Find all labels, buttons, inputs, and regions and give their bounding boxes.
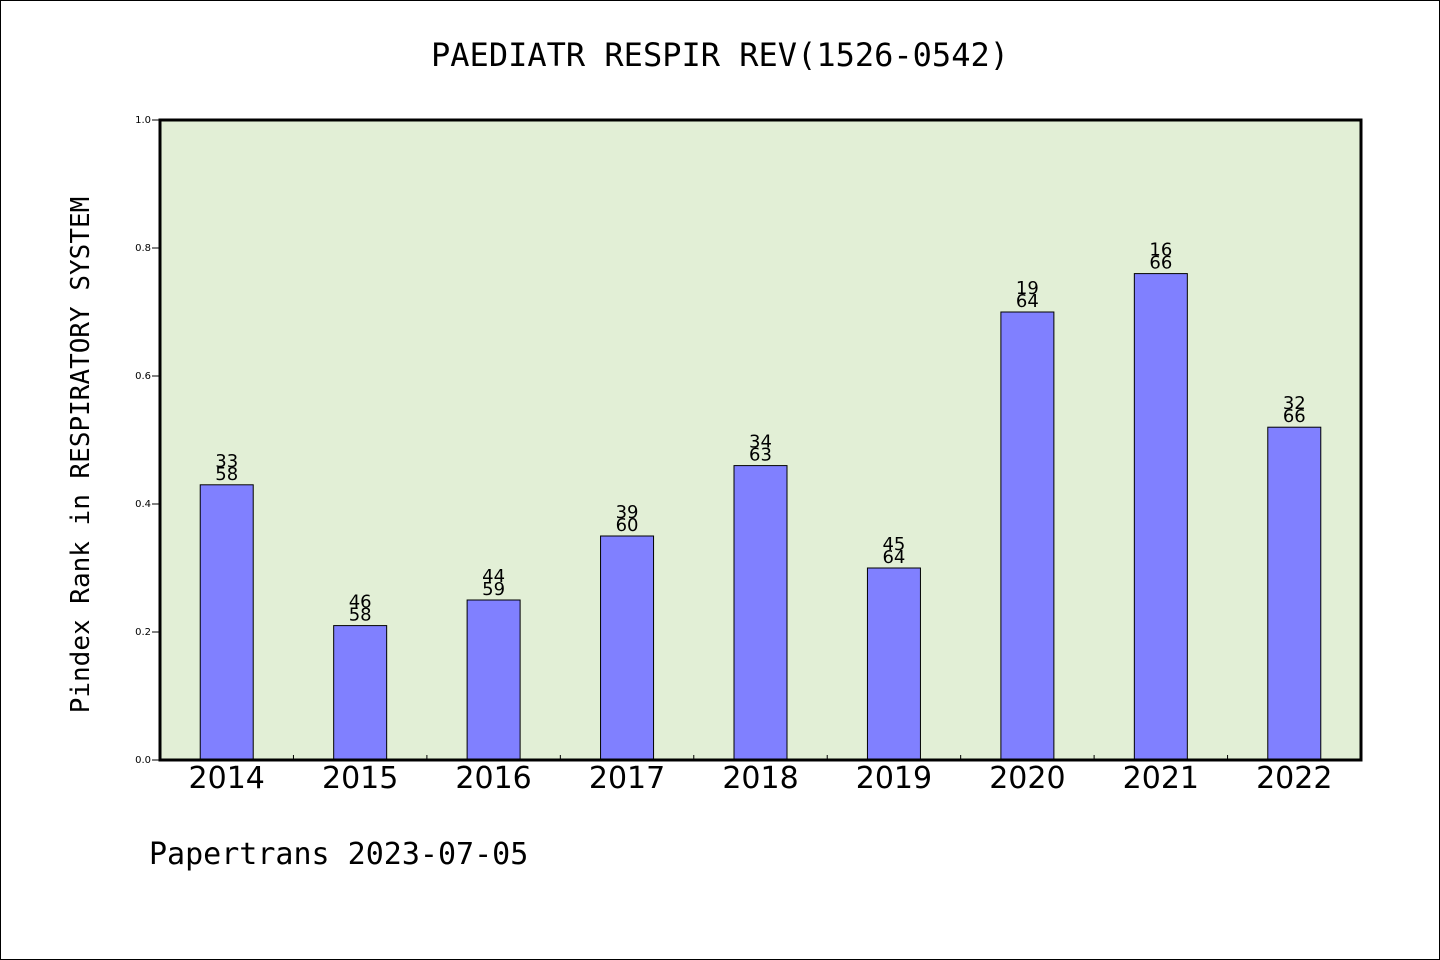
- bar: [466, 599, 521, 761]
- plot-border: [158, 118, 1363, 762]
- y-axis-label: Pindex Rank in RESPIRATORY SYSTEM: [66, 197, 96, 714]
- bar-label-bottom: 66: [1283, 406, 1306, 427]
- x-tick-label: 2016: [455, 761, 531, 796]
- bar: [333, 625, 388, 761]
- bar-label-bottom: 60: [616, 515, 639, 536]
- bar-label-top: 34: [749, 432, 772, 453]
- bar: [600, 535, 655, 761]
- bar: [1000, 311, 1055, 761]
- x-tick-label: 2021: [1123, 761, 1199, 796]
- bar-label-top: 44: [482, 566, 505, 587]
- x-tick-label: 2015: [322, 761, 398, 796]
- bar-label-top: 39: [616, 502, 639, 523]
- bars: [199, 273, 1322, 761]
- y-tick-label: 0.2: [135, 627, 151, 638]
- bar-label-bottom: 58: [349, 605, 372, 626]
- bar: [733, 465, 788, 761]
- x-tick-label: 2018: [722, 761, 798, 796]
- chart-title: PAEDIATR RESPIR REV(1526-0542): [431, 36, 1009, 74]
- y-tick-label: 0.6: [135, 371, 151, 382]
- x-tick-label: 2017: [589, 761, 665, 796]
- bar-label-bottom: 66: [1149, 253, 1172, 274]
- bar: [1267, 426, 1322, 761]
- bar-label-bottom: 64: [1016, 291, 1039, 312]
- x-tick-label: 2022: [1256, 761, 1332, 796]
- bar-label-top: 16: [1149, 240, 1172, 261]
- bar-label-top: 32: [1283, 393, 1306, 414]
- bar-label-bottom: 64: [882, 547, 905, 568]
- bar: [1133, 273, 1188, 761]
- x-tick-label: 2014: [189, 761, 265, 796]
- y-tick-label: 0.8: [135, 243, 151, 254]
- bar: [199, 484, 254, 761]
- bar-label-top: 45: [882, 534, 905, 555]
- bar-label-bottom: 58: [215, 464, 238, 485]
- bar-label-bottom: 63: [749, 445, 772, 466]
- y-tick-label: 0.4: [135, 499, 151, 510]
- y-tick-label: 0.0: [135, 755, 151, 766]
- y-axis-ticks: 0.0 0.2 0.4 0.6 0.8 1.0: [135, 115, 160, 766]
- y-tick-label: 1.0: [135, 115, 151, 126]
- bar-label-top: 19: [1016, 278, 1039, 299]
- footer-text: Papertrans 2023-07-05: [149, 837, 528, 872]
- bar: [866, 567, 921, 761]
- x-axis-ticks: 2014 2015 2016 2017 2018 2019 2020 2021 2022: [189, 755, 1332, 796]
- bar-label-top: 46: [349, 592, 372, 613]
- bar-label-top: 33: [215, 451, 238, 472]
- x-tick-label: 2019: [856, 761, 932, 796]
- bar-label-bottom: 59: [482, 579, 505, 600]
- x-tick-label: 2020: [989, 761, 1065, 796]
